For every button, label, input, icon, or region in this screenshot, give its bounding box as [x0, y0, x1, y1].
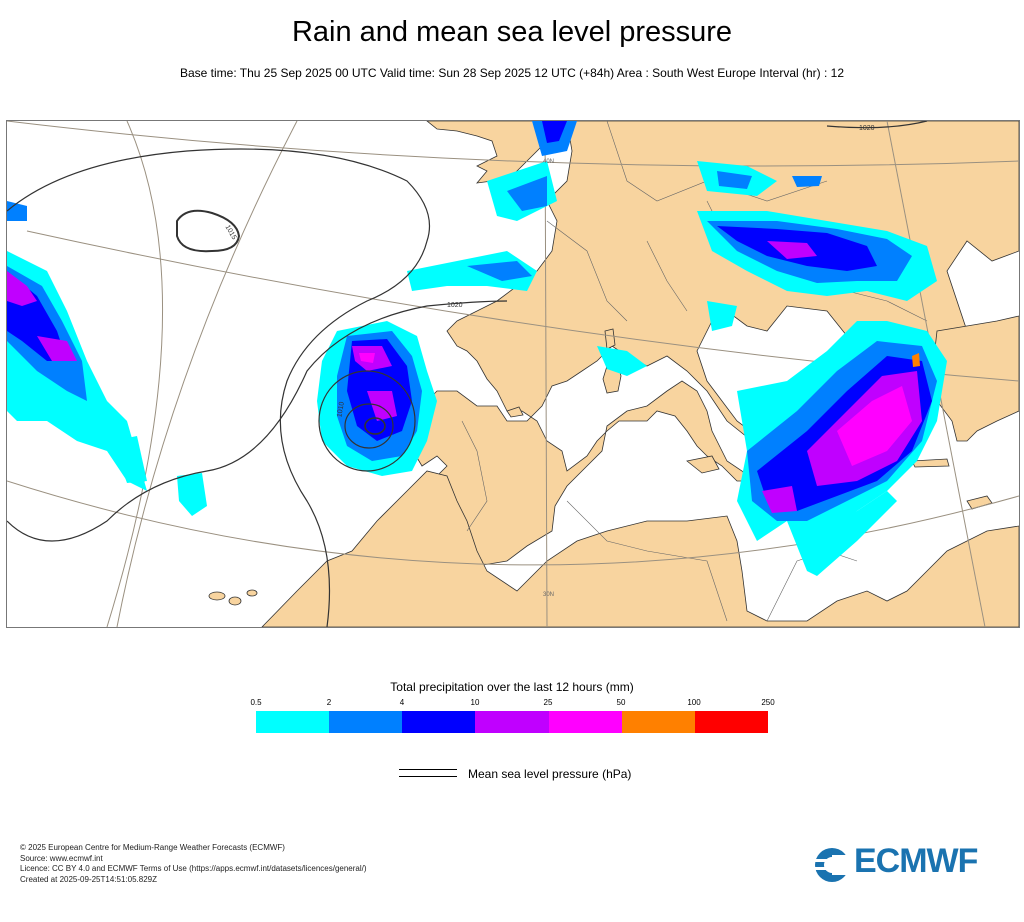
land-africa: [261, 470, 1019, 627]
page-subtitle: Base time: Thu 25 Sep 2025 00 UTC Valid …: [179, 66, 845, 80]
legend-swatch: [548, 711, 622, 733]
isobar-1020-north: [826, 121, 928, 129]
legend-tick: 2: [326, 698, 332, 707]
isobar-label: 1010: [336, 401, 346, 418]
precipitation: [7, 121, 947, 576]
legend-tick: 50: [616, 698, 626, 707]
isobar-1020-outer: [7, 148, 508, 627]
land-corsica: [604, 328, 616, 350]
legend-title: Total precipitation over the last 12 hou…: [390, 680, 634, 694]
gridline-label-group: 40N 30N: [543, 159, 554, 598]
isobar-label: 1020: [447, 302, 463, 309]
ecmwf-logo-icon: [814, 848, 852, 882]
land-balearic: [506, 406, 524, 418]
gridline-label: 40N: [543, 159, 554, 165]
legend-tick: 10: [470, 698, 480, 707]
isobar-1015: [318, 370, 416, 472]
gridline-label: 30N: [543, 592, 554, 598]
land-island-2: [228, 596, 242, 606]
land-crete: [911, 458, 950, 468]
land-sicily: [686, 455, 720, 474]
footer-created: Created at 2025-09-25T14:51:05.829Z: [20, 874, 157, 884]
legend-colorbar: [256, 711, 768, 733]
legend-swatch: [256, 711, 330, 733]
footer-licence: Licence: CC BY 4.0 and ECMWF Terms of Us…: [20, 864, 367, 873]
legend-tick: 4: [399, 698, 405, 707]
weather-map[interactable]: 1020 1020 1015 1010 40N 30N: [6, 120, 1020, 628]
legend-swatch: [694, 711, 768, 733]
isobar-high-core: [176, 209, 241, 253]
legend-swatch: [402, 711, 476, 733]
page-title: Rain and mean sea level pressure: [291, 16, 733, 48]
legend-swatch: [475, 711, 549, 733]
legend-tick: 100: [687, 698, 701, 707]
legend-tick: 25: [543, 698, 553, 707]
legend-swatch: [621, 711, 695, 733]
isobar-1010: [344, 403, 394, 449]
map-canvas: 1020 1020 1015 1010 40N 30N: [7, 121, 1019, 627]
footer-copyright: © 2025 European Centre for Medium-Range …: [20, 843, 285, 852]
land-island-1: [208, 591, 226, 601]
footer-source: Source: www.ecmwf.int: [20, 853, 103, 863]
isobar-low-core: [364, 417, 386, 435]
footer-credits: © 2025 European Centre for Medium-Range …: [20, 843, 367, 885]
legend-tick: 250: [761, 698, 775, 707]
mslp-legend-label: Mean sea level pressure (hPa): [468, 767, 632, 781]
legend-tick: 0.5: [250, 698, 262, 707]
legend-swatch: [329, 711, 403, 733]
isobars: [7, 121, 928, 627]
ecmwf-logo-text: ECMWF: [854, 842, 978, 880]
land-island-3: [246, 589, 258, 597]
mslp-legend-line: [399, 769, 457, 777]
isobar-label: 1020: [859, 125, 875, 132]
